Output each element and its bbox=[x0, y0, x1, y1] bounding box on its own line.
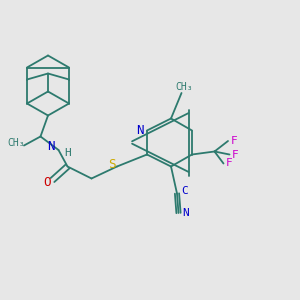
Text: F: F bbox=[232, 149, 239, 160]
Text: CH₃: CH₃ bbox=[175, 82, 193, 92]
Text: H: H bbox=[64, 148, 71, 158]
Text: N: N bbox=[47, 140, 55, 154]
Text: N: N bbox=[183, 208, 189, 218]
Text: C: C bbox=[181, 185, 188, 196]
Text: N: N bbox=[136, 124, 143, 137]
Text: F: F bbox=[226, 158, 233, 169]
Text: S: S bbox=[108, 158, 115, 172]
Text: F: F bbox=[231, 136, 237, 146]
Text: CH₃: CH₃ bbox=[8, 137, 25, 148]
Text: O: O bbox=[43, 176, 50, 190]
